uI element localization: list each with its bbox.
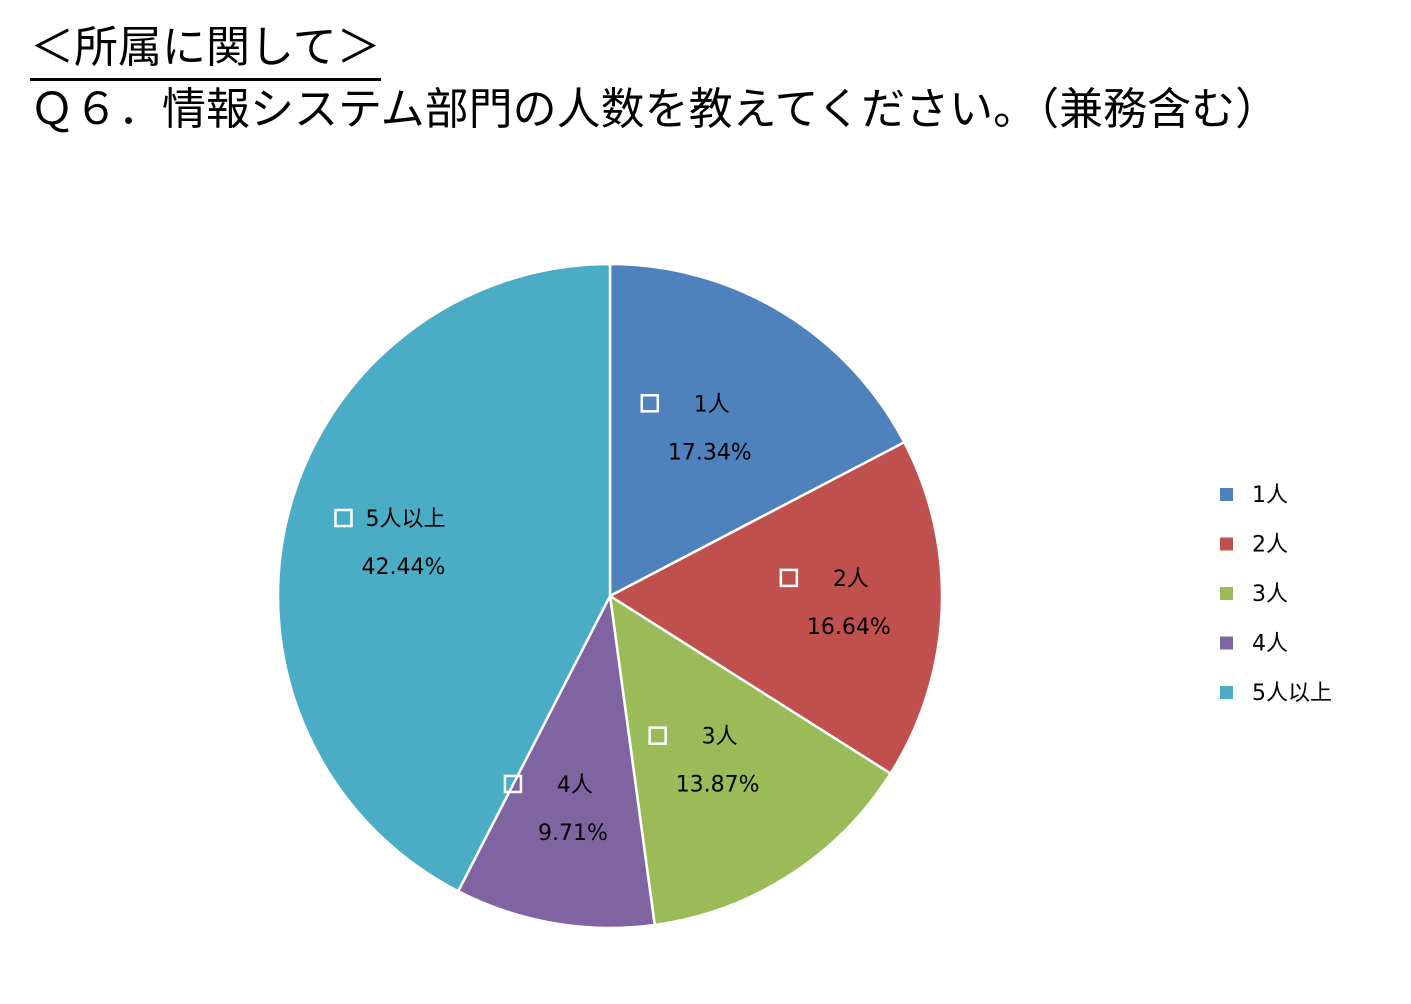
pie-data-label: 3人 13.87% — [648, 725, 760, 798]
legend-swatch — [1220, 537, 1233, 551]
pie-data-label: 1人 17.34% — [640, 392, 752, 465]
legend-label: 3人 — [1252, 582, 1288, 607]
slice-label-marker — [503, 774, 523, 794]
question-title: Ｑ６．情報システム部門の人数を教えてください。（兼務含む） — [30, 84, 1280, 135]
slice-value-label: 16.64% — [807, 615, 891, 640]
slice-value-label: 42.44% — [362, 555, 446, 580]
legend-swatch — [1220, 488, 1233, 501]
chart-legend: 1人 2人 3人 4人 5人以上 — [1220, 483, 1332, 706]
legend-label: 5人以上 — [1252, 681, 1332, 706]
slice-label-marker — [334, 508, 353, 528]
section-heading: ＜所属に関して＞ — [30, 20, 381, 81]
legend-item: 3人 — [1220, 582, 1288, 607]
pie-slice — [456, 591, 657, 930]
slice-label-marker — [648, 726, 667, 745]
slice-category-label: 3人 — [702, 725, 738, 750]
slice-category-label: 5人以上 — [365, 507, 445, 532]
slice-label-marker — [779, 568, 799, 588]
slice-value-label: 9.71% — [538, 821, 608, 846]
legend-label: 2人 — [1252, 533, 1288, 558]
slice-category-label: 4人 — [557, 773, 593, 798]
slice-value-label: 17.34% — [668, 440, 752, 465]
legend-item: 4人 — [1220, 632, 1288, 657]
pie-data-labels: 1人 17.34% 2人 16.64% 3人 13.87% 4人 9.71% 5人以上 42.44… — [334, 392, 891, 846]
pie-data-label: 4人 9.71% — [503, 773, 608, 846]
slice-value-label: 13.87% — [676, 773, 760, 798]
legend-swatch — [1220, 686, 1233, 699]
slice-category-label: 1人 — [694, 392, 730, 417]
pie-slices — [276, 262, 944, 930]
pie-data-label: 2人 16.64% — [779, 567, 891, 640]
slice-category-label: 2人 — [833, 567, 869, 592]
legend-swatch — [1220, 636, 1233, 650]
pie-data-label: 5人以上 42.44% — [334, 507, 446, 580]
legend-item: 5人以上 — [1220, 681, 1332, 706]
pie-slice — [608, 593, 893, 927]
legend-item: 1人 — [1220, 483, 1288, 508]
legend-label: 4人 — [1252, 632, 1288, 657]
legend-swatch — [1220, 587, 1233, 600]
pie-slice — [607, 440, 944, 776]
legend-item: 2人 — [1220, 533, 1288, 558]
slice-label-marker — [640, 394, 660, 413]
pie-slice — [276, 262, 612, 893]
legend-label: 1人 — [1252, 483, 1288, 508]
pie-slice — [608, 262, 906, 599]
